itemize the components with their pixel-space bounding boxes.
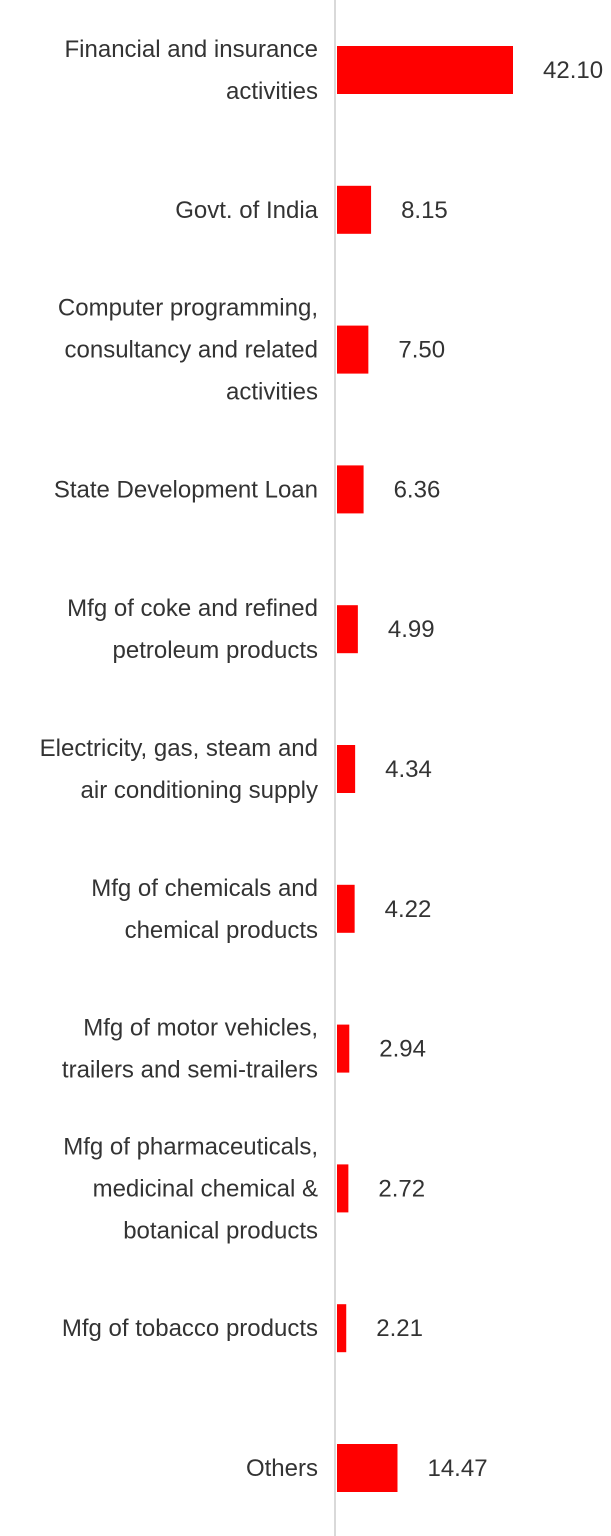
value-label: 2.72 (378, 1175, 425, 1202)
category-label-line: medicinal chemical & (93, 1175, 318, 1202)
value-label: 4.22 (385, 896, 432, 923)
value-label: 8.15 (401, 197, 448, 224)
category-label: Govt. of India (175, 197, 318, 224)
category-label-line: consultancy and related (65, 337, 319, 364)
category-label-line: air conditioning supply (81, 777, 318, 804)
value-label: 4.34 (385, 756, 432, 783)
bar (337, 884, 355, 933)
value-label: 6.36 (394, 476, 441, 503)
bar (337, 325, 369, 374)
bar (337, 1024, 350, 1073)
category-label-line: Mfg of motor vehicles, (83, 1015, 318, 1042)
category-label-line: Mfg of coke and refined (67, 595, 318, 622)
category-label: Mfg of motor vehicles, trailers and semi-… (62, 1015, 318, 1084)
bar (337, 185, 372, 234)
category-label-line: chemical products (125, 917, 318, 944)
category-label-line: State Development Loan (54, 476, 318, 503)
bar (337, 745, 356, 793)
category-label: Mfg of tobacco products (62, 1315, 318, 1342)
bar (337, 46, 513, 94)
bar (337, 1304, 347, 1353)
category-label: Mfg of chemicals and chemical products (91, 875, 318, 944)
category-label: Others (246, 1455, 318, 1482)
category-label-line: Financial and insurance (65, 36, 319, 63)
category-label-line: trailers and semi-trailers (62, 1057, 318, 1084)
category-label-line: Electricity, gas, steam and (40, 735, 318, 762)
value-label: 2.21 (376, 1315, 423, 1342)
value-label: 42.10 (543, 57, 603, 84)
category-label: State Development Loan (54, 476, 318, 503)
bar (337, 1164, 349, 1213)
category-label: Mfg of coke and refined petroleum product… (67, 595, 318, 664)
category-label-line: petroleum products (113, 637, 318, 664)
category-label-line: Govt. of India (175, 197, 318, 224)
chart-marks: 42.10 Financial and insurance activities 8.… (40, 36, 603, 1492)
category-label: Mfg of pharmaceuticals, medicinal chemica… (63, 1133, 318, 1244)
category-label: Electricity, gas, steam and air condition… (40, 735, 318, 804)
bar (337, 605, 358, 654)
value-label: 2.94 (379, 1036, 426, 1063)
bar (337, 1444, 398, 1492)
category-label: Financial and insurance activities (65, 36, 319, 105)
bar (337, 465, 364, 514)
value-label: 4.99 (388, 616, 435, 643)
category-label-line: botanical products (123, 1217, 318, 1244)
category-label-line: Mfg of pharmaceuticals, (63, 1133, 318, 1160)
category-label-line: Computer programming, (58, 295, 318, 322)
category-label-line: Others (246, 1455, 318, 1482)
category-label-line: Mfg of tobacco products (62, 1315, 318, 1342)
value-label: 14.47 (427, 1455, 487, 1482)
value-label: 7.50 (398, 337, 445, 364)
category-label-line: Mfg of chemicals and (91, 875, 318, 902)
category-label-line: activities (226, 78, 318, 105)
category-label-line: activities (226, 379, 318, 406)
category-label: Computer programming, consultancy and rel… (58, 295, 318, 406)
